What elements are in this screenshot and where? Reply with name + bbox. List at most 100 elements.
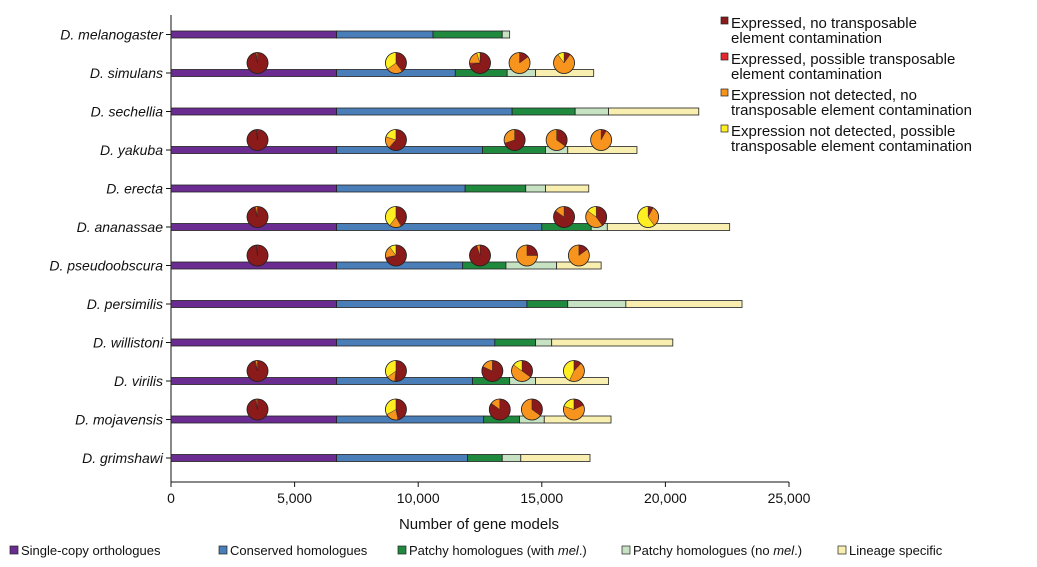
category-label-d-mojavensis: D. mojavensis xyxy=(75,412,163,428)
category-labels: D. melanogaster D. simulans D. sechellia D.… xyxy=(49,27,171,466)
pie-legend-label: Expression not detected, possible xyxy=(731,123,955,140)
pie-outline xyxy=(481,360,504,382)
pie-outline xyxy=(553,52,575,74)
x-tick-labels: 0 5,000 10,000 15,000 20,000 25,000 xyxy=(167,482,811,506)
bar-d-persimilis-lineage-specific xyxy=(625,300,743,308)
bar-d-grimshawi-patchy-homologues-with-mel xyxy=(467,454,503,462)
pie-outline xyxy=(511,360,533,382)
category-label-d-virilis: D. virilis xyxy=(114,373,163,389)
pie-d-yakuba-9 xyxy=(590,129,613,151)
bar-d-yakuba-conserved-homologues xyxy=(336,146,483,154)
pie-outline xyxy=(503,129,526,151)
pie-d-ananassae-14 xyxy=(637,206,659,228)
pie-d-ananassae-12 xyxy=(553,206,575,228)
bar-d-grimshawi-conserved-homologues xyxy=(336,454,469,462)
pie-d-yakuba-8 xyxy=(545,129,568,151)
bar-d-ananassae-lineage-specific xyxy=(606,223,731,231)
pie-outline xyxy=(521,398,543,421)
pie-outline xyxy=(508,52,531,74)
bar-d-melanogaster-single-copy-orthologues xyxy=(170,30,338,39)
bar-legend-label-lineage-specific: Lineage specific xyxy=(849,543,943,558)
bar-d-willistoni-patchy-homologues-with-mel xyxy=(494,338,537,347)
pie-legend-label: element contamination xyxy=(731,66,882,83)
bar-legend-swatch-patchy-homologues-no-mel xyxy=(621,545,631,555)
category-label-d-pseudoobscura: D. pseudoobscura xyxy=(49,258,163,274)
bar-legend-label-single-copy-orthologues: Single-copy orthologues xyxy=(21,543,161,558)
bar-d-melanogaster-patchy-homologues-with-mel xyxy=(432,30,503,39)
pie-outline xyxy=(385,360,407,382)
bar-d-melanogaster-patchy-homologues-no-mel xyxy=(501,30,511,39)
pie-outline xyxy=(637,206,659,228)
pie-d-ananassae-13 xyxy=(585,206,608,228)
x-axis-title: Number of gene models xyxy=(399,516,559,533)
pie-outline xyxy=(385,244,407,267)
bar-d-sechellia-patchy-homologues-with-mel xyxy=(511,107,576,116)
bar-legend-swatch-lineage-specific xyxy=(837,545,847,555)
pie-legend-label: transposable element contamination xyxy=(731,102,972,119)
pie-d-simulans-0 xyxy=(246,52,269,74)
pie-d-pseudoobscura-16 xyxy=(385,244,407,267)
x-tick-label: 25,000 xyxy=(768,490,811,506)
bar-d-sechellia-conserved-homologues xyxy=(336,107,513,116)
pie-legend-swatch xyxy=(720,16,729,25)
bar-d-erecta-conserved-homologues xyxy=(336,184,466,193)
bar-d-grimshawi-single-copy-orthologues xyxy=(170,454,338,462)
pie-d-virilis-23 xyxy=(511,360,533,382)
bar-d-willistoni-single-copy-orthologues xyxy=(170,338,338,347)
bar-d-grimshawi-patchy-homologues-no-mel xyxy=(501,454,522,462)
bar-d-sechellia-lineage-specific xyxy=(608,107,700,116)
bar-d-willistoni-conserved-homologues xyxy=(336,338,496,347)
pie-d-mojavensis-27 xyxy=(488,398,511,421)
category-label-d-sechellia: D. sechellia xyxy=(91,104,164,120)
pie-d-yakuba-7 xyxy=(503,129,526,151)
category-label-d-ananassae: D. ananassae xyxy=(77,219,164,235)
pie-outline xyxy=(246,129,269,151)
pie-outline xyxy=(246,206,269,228)
bar-d-mojavensis-conserved-homologues xyxy=(336,415,485,424)
pie-outline xyxy=(246,244,269,267)
expression-pies xyxy=(246,52,659,421)
bar-d-ananassae-conserved-homologues xyxy=(336,223,543,231)
x-tick-label: 5,000 xyxy=(277,490,312,506)
pie-d-virilis-21 xyxy=(385,360,407,382)
pie-legend-label: Expressed, no transposable xyxy=(731,15,917,32)
bar-d-erecta-lineage-specific xyxy=(545,184,590,193)
pie-d-simulans-4 xyxy=(553,52,575,74)
pie-d-mojavensis-25 xyxy=(246,398,269,421)
pie-outline xyxy=(516,244,538,267)
x-tick-label: 20,000 xyxy=(644,490,687,506)
pie-d-yakuba-6 xyxy=(385,129,407,151)
pie-legend-label: transposable element contamination xyxy=(731,138,972,155)
bar-legend-label-patchy-homologues-no-mel: Patchy homologues (no mel.) xyxy=(633,543,802,558)
pie-d-simulans-1 xyxy=(385,52,407,74)
pie-d-mojavensis-28 xyxy=(521,398,543,421)
pie-outline xyxy=(488,398,511,421)
bar-d-persimilis-patchy-homologues-with-mel xyxy=(526,300,569,308)
pie-outline xyxy=(385,206,407,228)
x-tick-label: 0 xyxy=(167,490,175,506)
pie-outline xyxy=(385,129,407,151)
pie-outline xyxy=(563,360,585,382)
pie-d-pseudoobscura-15 xyxy=(246,244,269,267)
pie-outline xyxy=(590,129,613,151)
pie-outline xyxy=(385,398,407,421)
bar-d-virilis-conserved-homologues xyxy=(336,377,473,385)
pie-legend-label: Expression not detected, no xyxy=(731,87,917,104)
pie-d-simulans-3 xyxy=(508,52,531,74)
category-label-d-willistoni: D. willistoni xyxy=(93,335,164,351)
pie-outline xyxy=(567,244,590,267)
pie-outline xyxy=(585,206,608,228)
pie-d-simulans-2 xyxy=(469,52,491,74)
category-label-d-melanogaster: D. melanogaster xyxy=(60,27,164,43)
pie-outline xyxy=(246,360,269,382)
pie-d-pseudoobscura-19 xyxy=(567,244,590,267)
bar-d-willistoni-patchy-homologues-no-mel xyxy=(535,338,553,347)
bar-d-persimilis-conserved-homologues xyxy=(336,300,528,308)
pie-d-virilis-22 xyxy=(481,360,504,382)
pie-outline xyxy=(469,244,491,267)
pie-outline xyxy=(469,52,491,74)
category-label-d-erecta: D. erecta xyxy=(106,181,163,197)
bar-legend-label-patchy-homologues-with-mel: Patchy homologues (with mel.) xyxy=(409,543,587,558)
pie-d-mojavensis-26 xyxy=(385,398,407,421)
